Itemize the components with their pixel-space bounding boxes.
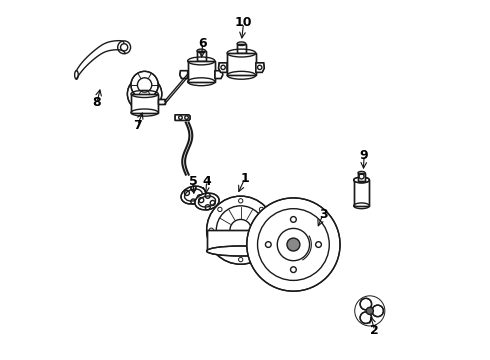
Polygon shape xyxy=(175,115,190,121)
Circle shape xyxy=(372,305,383,317)
Polygon shape xyxy=(215,71,223,78)
Bar xyxy=(207,230,275,251)
Ellipse shape xyxy=(181,186,206,204)
Circle shape xyxy=(207,196,275,264)
Bar xyxy=(227,53,256,75)
Bar xyxy=(158,99,165,104)
Bar xyxy=(131,94,158,113)
Text: 7: 7 xyxy=(133,119,142,132)
Ellipse shape xyxy=(195,193,219,210)
Bar xyxy=(358,173,365,181)
Bar xyxy=(158,99,165,104)
Bar xyxy=(227,53,256,75)
Circle shape xyxy=(127,77,162,111)
Circle shape xyxy=(360,298,371,310)
Ellipse shape xyxy=(354,177,369,183)
Circle shape xyxy=(131,71,158,99)
Text: 5: 5 xyxy=(189,175,197,188)
Bar xyxy=(207,230,275,251)
Polygon shape xyxy=(76,41,125,79)
Circle shape xyxy=(287,238,300,251)
Text: 8: 8 xyxy=(93,96,101,109)
Circle shape xyxy=(247,198,340,291)
Ellipse shape xyxy=(207,246,275,256)
Text: 3: 3 xyxy=(319,208,327,221)
Bar xyxy=(358,173,365,181)
Bar xyxy=(237,44,245,53)
Bar xyxy=(354,180,369,206)
Polygon shape xyxy=(180,71,188,78)
Text: 4: 4 xyxy=(202,175,211,188)
Bar xyxy=(188,61,215,82)
Bar xyxy=(237,44,245,53)
Text: 6: 6 xyxy=(198,36,207,50)
Bar xyxy=(197,51,205,61)
Bar xyxy=(354,180,369,206)
Text: 1: 1 xyxy=(241,172,249,185)
Circle shape xyxy=(360,312,371,324)
Text: 2: 2 xyxy=(370,324,379,337)
Text: 10: 10 xyxy=(235,17,252,30)
Polygon shape xyxy=(256,63,265,72)
Polygon shape xyxy=(219,63,227,72)
Text: 9: 9 xyxy=(360,149,368,162)
Bar xyxy=(188,61,215,82)
Circle shape xyxy=(366,307,373,315)
Bar xyxy=(131,94,158,113)
Bar xyxy=(197,51,205,61)
